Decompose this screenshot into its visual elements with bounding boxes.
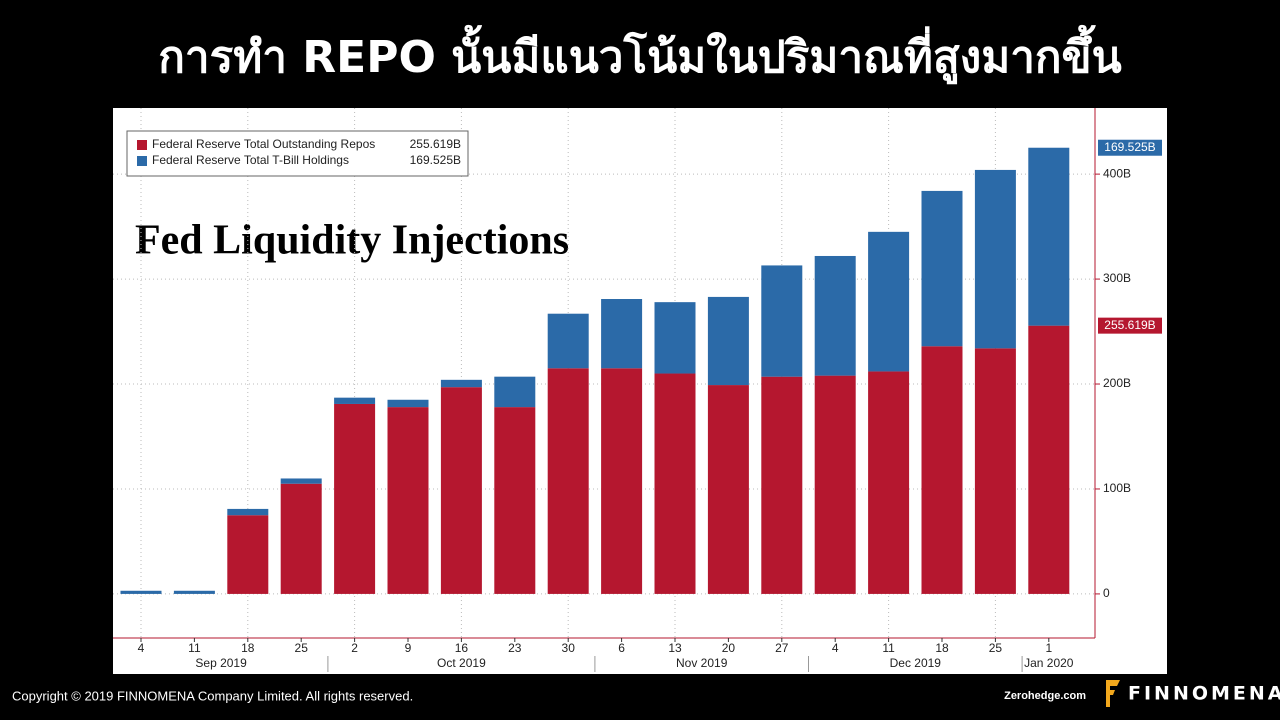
legend-label: Federal Reserve Total T-Bill Holdings (152, 153, 349, 167)
x-tick-label: 27 (775, 641, 789, 655)
x-group-label: Dec 2019 (890, 656, 942, 670)
y-tick-label: 300B (1103, 271, 1131, 285)
bar-segment (280, 483, 322, 594)
bar-segment (921, 190, 963, 347)
legend-label: Federal Reserve Total Outstanding Repos (152, 137, 375, 151)
x-tick-label: 23 (508, 641, 522, 655)
bar-segment (173, 590, 215, 594)
bar-segment (761, 376, 803, 594)
bar-segment (227, 508, 269, 516)
y-tick-label: 200B (1103, 376, 1131, 390)
bar-segment (654, 373, 696, 594)
chart-title: Fed Liquidity Injections (135, 218, 569, 264)
bar-segment (814, 375, 856, 594)
value-label-box (1098, 139, 1162, 156)
x-tick-label: 25 (295, 641, 309, 655)
bar-segment (1028, 325, 1070, 594)
x-tick-label: 11 (882, 641, 895, 655)
x-tick-label: 4 (138, 641, 145, 655)
value-label: 169.525B (1104, 140, 1155, 154)
x-tick-label: 25 (989, 641, 1003, 655)
x-tick-label: 18 (935, 641, 949, 655)
bar-segment (868, 371, 910, 594)
bar-segment (974, 169, 1016, 349)
bar-segment (494, 376, 536, 408)
bar-segment (227, 515, 269, 594)
value-label: 255.619B (1104, 318, 1155, 332)
x-tick-label: 18 (241, 641, 255, 655)
bar-segment (440, 379, 482, 388)
bar-segment (280, 478, 322, 484)
x-tick-label: 9 (405, 641, 412, 655)
x-tick-label: 16 (455, 641, 469, 655)
bar-segment (707, 296, 749, 386)
bar-segment (547, 313, 589, 369)
bar-segment (387, 407, 429, 594)
x-group-label: Sep 2019 (195, 656, 247, 670)
bar-segment (387, 399, 429, 408)
bar-segment (440, 387, 482, 594)
x-tick-label: 4 (832, 641, 839, 655)
x-tick-label: 13 (668, 641, 682, 655)
bar-segment (974, 348, 1016, 594)
bar-segment (601, 299, 643, 369)
bar-segment (494, 407, 536, 594)
bar-segment (761, 265, 803, 377)
legend-value: 255.619B (410, 137, 461, 151)
bar-segment (868, 231, 910, 372)
bar-segment (707, 385, 749, 594)
y-tick-label: 400B (1103, 166, 1131, 180)
slide-title: การทำ REPO นั้นมีแนวโน้มในปริมาณที่สูงมา… (158, 24, 1121, 84)
bar-segment (547, 368, 589, 594)
bar-segment (334, 397, 376, 404)
value-label-box (1098, 317, 1162, 334)
bar-segment (601, 368, 643, 594)
copyright: Copyright © 2019 FINNOMENA Company Limit… (12, 688, 413, 703)
brand-logo (1106, 680, 1120, 707)
x-tick-label: 11 (188, 641, 201, 655)
x-group-label: Jan 2020 (1024, 656, 1074, 670)
legend-swatch (137, 140, 147, 150)
x-group-label: Nov 2019 (676, 656, 728, 670)
bar-segment (814, 255, 856, 376)
bar-segment (921, 346, 963, 594)
bar-segment (654, 302, 696, 374)
source: Zerohedge.com (1004, 690, 1086, 702)
x-tick-label: 30 (562, 641, 576, 655)
x-tick-label: 20 (722, 641, 736, 655)
legend-value: 169.525B (410, 153, 461, 167)
brand: FINNOMENA (1128, 683, 1280, 705)
x-tick-label: 6 (618, 641, 625, 655)
bar-segment (1028, 147, 1070, 326)
bar-segment (120, 590, 162, 594)
y-tick-label: 100B (1103, 481, 1131, 495)
legend-swatch (137, 156, 147, 166)
y-tick-label: 0 (1103, 586, 1110, 600)
x-tick-label: 2 (351, 641, 358, 655)
x-group-label: Oct 2019 (437, 656, 486, 670)
x-tick-label: 1 (1045, 641, 1052, 655)
legend-box (126, 130, 469, 177)
bar-segment (334, 403, 376, 594)
